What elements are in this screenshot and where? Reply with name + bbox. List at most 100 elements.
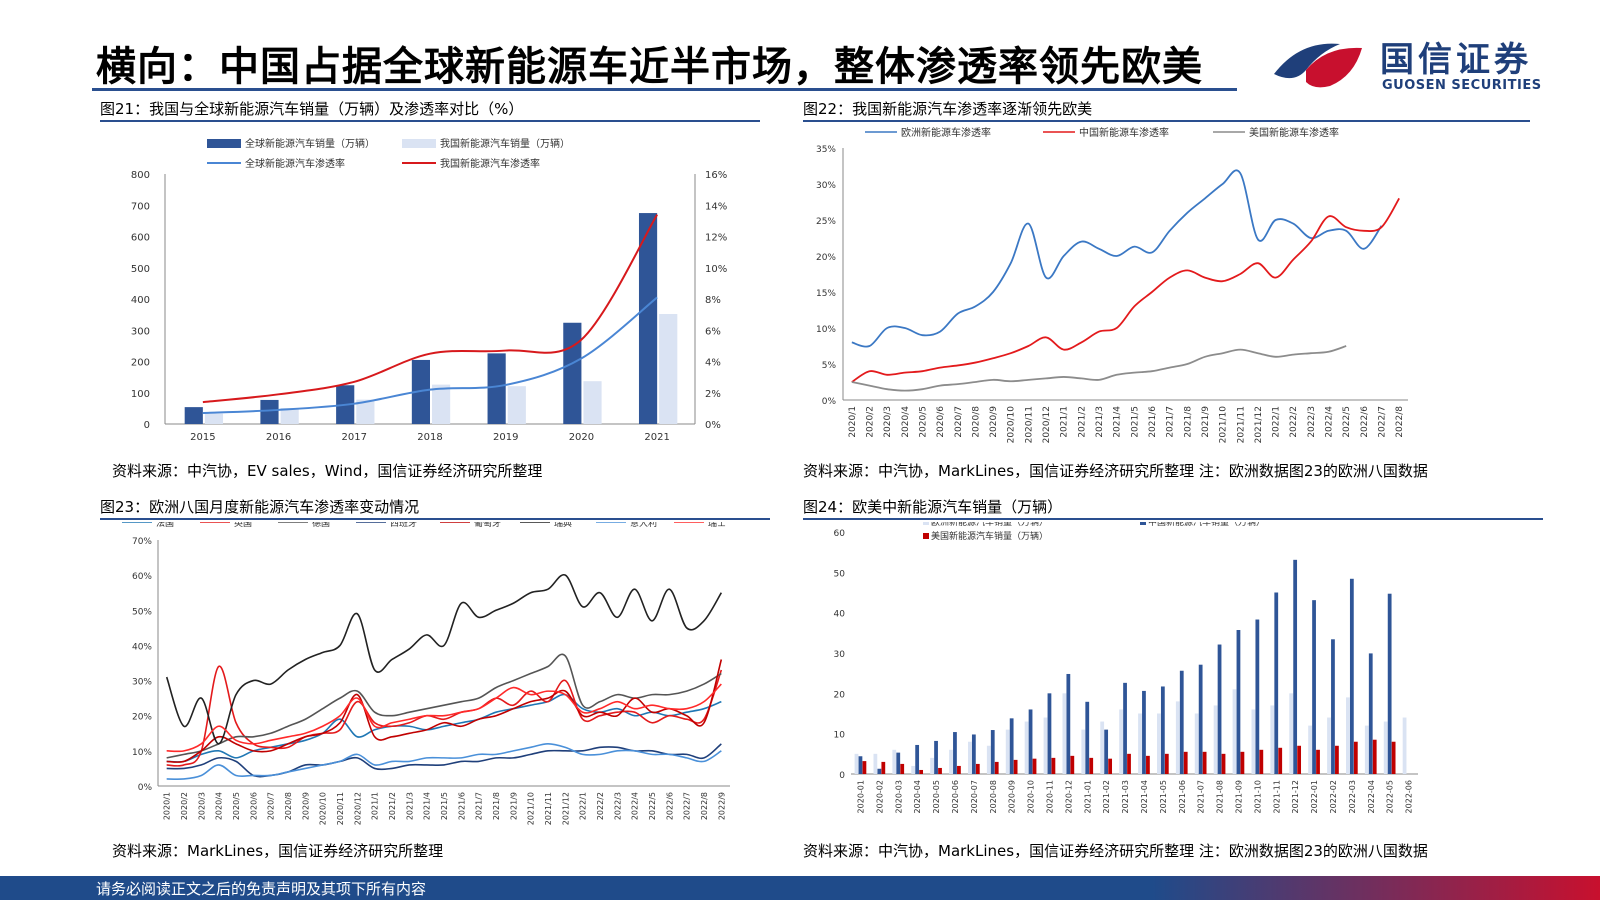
legend-label: 全球新能源汽车销量（万辆） (245, 137, 375, 150)
bar-2-12 (1089, 757, 1094, 774)
bar-1-21 (1255, 619, 1260, 774)
legend-label: 欧洲新能源车渗透率 (901, 126, 991, 139)
y2-tick-label: 12% (705, 233, 727, 244)
y-tick-label: 200 (131, 358, 150, 369)
bar-2-1 (881, 761, 886, 774)
x-tick-label: 2021-04 (1140, 780, 1149, 813)
legend-label: 意大利 (630, 522, 657, 529)
bar-2-20 (1240, 751, 1245, 774)
panel-figure-23: 图23：欧洲八国月度新能源汽车渗透率变动情况 0% 10% 20% 30% 40% 50%… (100, 496, 770, 876)
figure-21-source: 资料来源：中汽协，EV sales，Wind，国信证券经济研究所整理 (112, 462, 543, 480)
bar-2-24 (1316, 749, 1320, 774)
logo-text-cn: 国信证券 (1380, 40, 1532, 80)
brand-logo: 国信证券 GUOSEN SECURITIES (1270, 30, 1590, 98)
y-tick-label: 20% (816, 253, 836, 263)
series-line-7 (166, 683, 722, 753)
x-tick-label: 2020/10 (319, 792, 328, 825)
y-tick-label: 20% (132, 713, 152, 723)
bar-0-0 (184, 407, 203, 424)
figure-24-title: 图24：欧美中新能源汽车销量（万辆） (803, 498, 1063, 516)
legend-label: 欧洲新能源汽车销量（万辆） (931, 522, 1048, 528)
x-tick-label: 2020/12 (353, 792, 362, 825)
x-tick-label: 2015 (190, 432, 215, 443)
bar-0-6 (638, 213, 658, 424)
legend-label: 美国新能源汽车销量（万辆） (931, 530, 1048, 542)
bar-0-12 (1081, 729, 1086, 774)
bar-2-3 (919, 769, 924, 774)
x-tick-label: 2021-05 (1159, 780, 1168, 813)
legend-swatch-0 (207, 139, 241, 148)
page-title: 横向：中国占据全球新能源车近半市场，整体渗透率领先欧美 (96, 44, 1203, 90)
series-line-2 (166, 653, 722, 759)
x-tick-label: 2020-08 (989, 780, 998, 813)
figure-23-source: 资料来源：MarkLines，国信证券经济研究所整理 (112, 842, 444, 860)
y-tick-label: 15% (816, 289, 836, 299)
figure-21-title: 图21：我国与全球新能源汽车销量（万辆）及渗透率对比（%） (100, 100, 524, 118)
x-tick-label: 2020/8 (971, 406, 981, 438)
figure-23-title: 图23：欧洲八国月度新能源汽车渗透率变动情况 (100, 498, 420, 516)
bar-1-19 (1217, 644, 1222, 774)
x-tick-label: 2021/2 (1077, 406, 1087, 438)
bar-1-18 (1198, 664, 1203, 774)
bar-0-20 (1232, 689, 1237, 774)
bar-0-10 (1043, 717, 1048, 774)
x-tick-label: 2020/6 (249, 792, 258, 820)
x-tick-label: 2022/7 (683, 792, 692, 820)
y-tick-label: 5% (822, 361, 837, 371)
legend-label: 西班牙 (390, 522, 417, 529)
y-tick-label: 10% (816, 325, 836, 335)
x-tick-label: 2021-01 (1083, 780, 1092, 813)
x-tick-label: 2020/7 (267, 792, 276, 820)
x-tick-label: 2021/8 (492, 792, 501, 820)
bar-1-10 (1047, 693, 1052, 774)
x-tick-label: 2021-09 (1234, 780, 1243, 813)
y2-tick-label: 16% (705, 170, 727, 181)
x-tick-label: 2021/8 (1183, 406, 1193, 438)
bar-0-4 (930, 757, 934, 774)
x-tick-label: 2021 (644, 432, 669, 443)
y-tick-label: 700 (131, 201, 150, 212)
x-tick-label: 2021/1 (1060, 406, 1070, 438)
bar-0-24 (1308, 725, 1312, 774)
bar-0-18 (1194, 713, 1199, 774)
y-tick-label: 0 (839, 771, 845, 781)
x-tick-label: 2021-12 (1291, 780, 1300, 813)
y2-tick-label: 4% (705, 358, 721, 369)
legend-swatch-1 (402, 139, 436, 148)
x-tick-label: 2020-10 (1027, 780, 1036, 813)
bar-2-23 (1297, 745, 1302, 774)
bar-1-0 (858, 756, 863, 774)
x-tick-label: 2022/3 (613, 792, 622, 820)
x-tick-label: 2022/6 (1360, 406, 1370, 438)
y2-tick-label: 6% (705, 326, 721, 337)
figure-24-title-rule (803, 518, 1543, 520)
bar-1-5 (583, 381, 602, 424)
x-tick-label: 2020/3 (883, 406, 893, 438)
bar-0-0 (854, 753, 859, 774)
bar-2-19 (1221, 753, 1226, 774)
series-line-6 (166, 743, 722, 781)
bar-1-0 (204, 413, 224, 424)
bar-2-10 (1051, 757, 1056, 774)
bar-1-25 (1331, 639, 1335, 774)
series-line-0 (166, 693, 722, 763)
y-tick-label: 0% (138, 783, 153, 793)
bar-2-8 (1013, 759, 1018, 774)
figure-22-source: 资料来源：中汽协，MarkLines，国信证券经济研究所整理 注：欧洲数据图23… (803, 462, 1428, 480)
x-tick-label: 2020/2 (865, 406, 875, 438)
x-tick-label: 2022/9 (717, 792, 726, 820)
legend-swatch-0 (923, 522, 929, 525)
x-tick-label: 2020/6 (936, 406, 946, 438)
bar-0-1 (260, 399, 279, 424)
series-line-3 (166, 743, 722, 778)
bar-2-0 (862, 761, 867, 774)
x-tick-label: 2021-03 (1121, 780, 1130, 813)
x-tick-label: 2021/4 (423, 792, 432, 820)
bar-0-29 (1402, 717, 1407, 774)
legend-label: 中国新能源汽车销量（万辆） (1148, 522, 1265, 528)
x-tick-label: 2022/5 (648, 792, 657, 820)
bar-2-27 (1372, 739, 1377, 774)
x-tick-label: 2021/7 (475, 792, 484, 820)
legend-label: 法国 (156, 522, 174, 529)
bar-1-24 (1312, 600, 1316, 774)
